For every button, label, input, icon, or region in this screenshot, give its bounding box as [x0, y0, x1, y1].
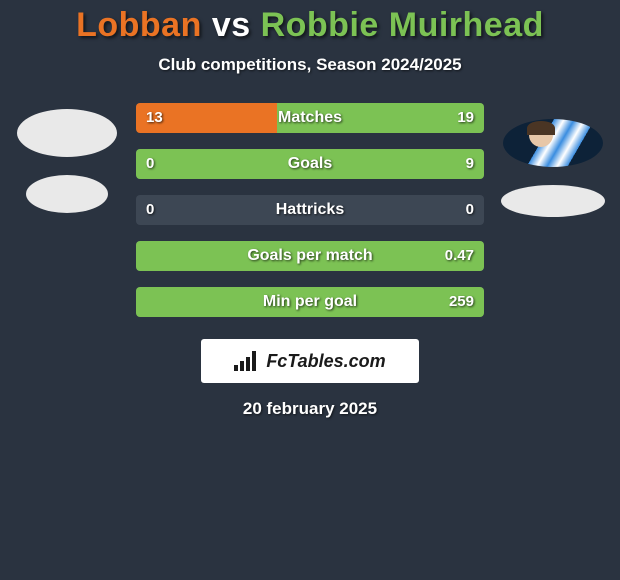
- title-player2: Robbie Muirhead: [261, 6, 544, 44]
- stat-label: Hattricks: [136, 195, 484, 225]
- player2-avatar: [503, 119, 603, 167]
- brand-logo: FcTables.com: [201, 339, 419, 383]
- stat-fill-right: [277, 103, 484, 133]
- comparison-infographic: Lobban vs Robbie Muirhead Club competiti…: [0, 0, 620, 419]
- title-vs: vs: [212, 6, 251, 44]
- page-title: Lobban vs Robbie Muirhead: [0, 6, 620, 45]
- right-player-column: [498, 103, 608, 217]
- player1-team-badge: [26, 175, 108, 213]
- stat-bar: 0Goals9: [136, 149, 484, 179]
- stat-fill-right: [136, 241, 484, 271]
- stat-fill-right: [136, 287, 484, 317]
- footer-date: 20 february 2025: [0, 399, 620, 419]
- title-player1: Lobban: [76, 6, 202, 44]
- left-player-column: [12, 103, 122, 213]
- stat-value-right: 0: [456, 195, 484, 225]
- stat-bar: Min per goal259: [136, 287, 484, 317]
- player2-team-badge: [501, 185, 605, 217]
- stat-bar: 0Hattricks0: [136, 195, 484, 225]
- brand-text: FcTables.com: [266, 351, 385, 372]
- stat-value-left: 0: [136, 195, 164, 225]
- stat-bar: 13Matches19: [136, 103, 484, 133]
- stat-fill-right: [136, 149, 484, 179]
- player1-avatar: [17, 109, 117, 157]
- stats-bars: 13Matches19 0Goals9 0Hattricks0 Goals per m…: [136, 103, 484, 317]
- stat-bar: Goals per match0.47: [136, 241, 484, 271]
- subtitle: Club competitions, Season 2024/2025: [0, 55, 620, 75]
- comparison-row: 13Matches19 0Goals9 0Hattricks0 Goals per m…: [0, 103, 620, 317]
- stat-fill-left: [136, 103, 277, 133]
- bar-chart-icon: [234, 351, 260, 371]
